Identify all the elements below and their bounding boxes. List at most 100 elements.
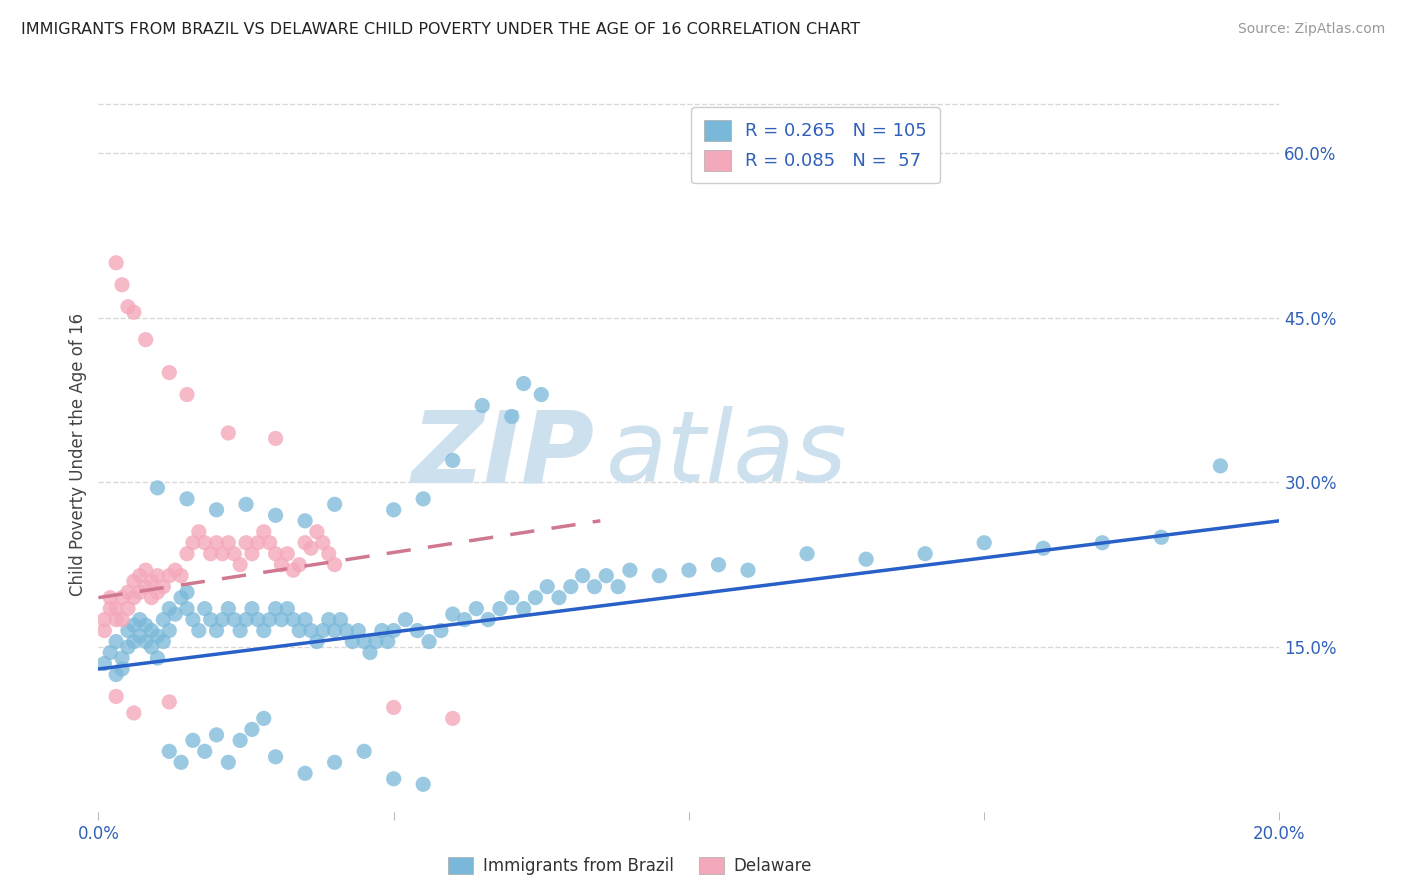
Point [146,568,169,582]
Point [200,547,222,561]
Text: IMMIGRANTS FROM BRAZIL VS DELAWARE CHILD POVERTY UNDER THE AGE OF 16 CORRELATION: IMMIGRANTS FROM BRAZIL VS DELAWARE CHILD… [21,22,860,37]
Point [347,624,370,638]
Point [283,613,305,627]
Point [501,591,523,605]
Point [465,601,488,615]
Point [176,601,198,615]
Point [276,547,298,561]
Point [111,651,134,665]
Point [117,640,139,654]
Point [270,613,292,627]
Point [122,591,145,605]
Point [489,601,512,615]
Point [176,491,198,506]
Point [796,547,818,561]
Point [200,613,222,627]
Point [318,547,340,561]
Point [122,634,145,648]
Point [855,552,877,566]
Text: ZIP: ZIP [412,407,595,503]
Point [524,591,547,605]
Point [141,591,163,605]
Text: Source: ZipAtlas.com: Source: ZipAtlas.com [1237,22,1385,37]
Point [253,524,276,539]
Y-axis label: Child Poverty Under the Age of 16: Child Poverty Under the Age of 16 [69,313,87,597]
Point [146,481,169,495]
Point [259,535,281,549]
Point [229,733,252,747]
Point [382,772,405,786]
Point [571,568,593,582]
Point [122,574,145,589]
Point [1091,535,1114,549]
Point [111,613,134,627]
Point [205,535,228,549]
Point [157,695,180,709]
Point [165,563,187,577]
Point [141,574,163,589]
Point [973,535,995,549]
Point [441,453,464,467]
Point [105,634,128,648]
Point [312,624,335,638]
Point [141,640,163,654]
Point [678,563,700,577]
Point [305,524,328,539]
Point [323,558,346,572]
Point [194,535,217,549]
Point [364,634,387,648]
Point [205,503,228,517]
Point [122,706,145,720]
Point [1209,458,1232,473]
Point [264,601,287,615]
Point [270,558,292,572]
Point [619,563,641,577]
Point [512,376,534,391]
Point [187,624,209,638]
Point [229,558,252,572]
Point [412,491,434,506]
Point [117,624,139,638]
Point [323,624,346,638]
Point [264,432,287,446]
Point [135,580,157,594]
Point [382,503,405,517]
Point [342,634,364,648]
Point [152,580,174,594]
Point [453,613,475,627]
Point [240,547,263,561]
Point [240,601,263,615]
Point [288,624,311,638]
Point [157,744,180,758]
Point [211,613,233,627]
Point [122,618,145,632]
Point [157,624,180,638]
Point [224,613,246,627]
Point [377,634,399,648]
Point [105,613,128,627]
Point [98,601,121,615]
Point [1032,541,1054,556]
Point [117,300,139,314]
Point [152,634,174,648]
Point [170,591,193,605]
Point [323,497,346,511]
Point [235,497,257,511]
Point [1150,530,1173,544]
Point [536,580,558,594]
Point [294,613,316,627]
Point [329,613,352,627]
Point [229,624,252,638]
Point [181,733,204,747]
Point [294,766,316,780]
Point [111,591,134,605]
Point [128,629,150,643]
Point [217,535,239,549]
Point [264,547,287,561]
Point [246,613,269,627]
Point [264,749,287,764]
Point [441,607,464,621]
Point [217,756,239,770]
Point [187,524,209,539]
Point [240,723,263,737]
